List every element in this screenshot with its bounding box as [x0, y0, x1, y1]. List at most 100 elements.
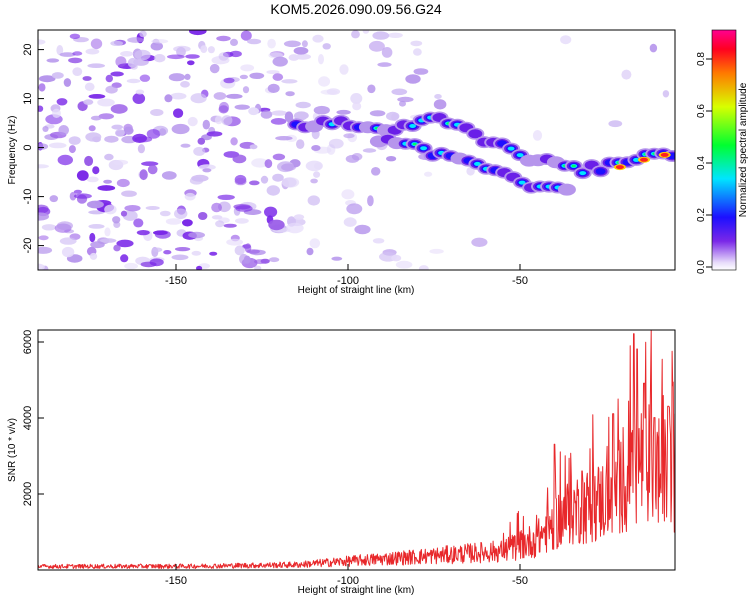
ridge-blob-176 — [518, 180, 526, 185]
noise-blob-300 — [246, 249, 260, 254]
noise-blob-114 — [89, 252, 98, 260]
noise-blob-132 — [230, 38, 238, 47]
noise-blob-4 — [230, 137, 238, 146]
noise-blob-67 — [410, 40, 423, 47]
colorbar-label: Normalized spectral amplitude — [738, 82, 749, 217]
y-tick-label-top-4: -20 — [22, 238, 34, 254]
noise-blob-155 — [58, 125, 69, 136]
noise-blob-180 — [217, 194, 235, 200]
spectrogram-x-axis: -150 -100 -50 Height of straight line (k… — [165, 264, 528, 296]
noise-blob-346 — [187, 116, 198, 127]
noise-blob-136 — [139, 74, 151, 82]
noise-blob-91 — [68, 145, 76, 154]
noise-blob-387 — [218, 52, 229, 61]
noise-blob-68 — [293, 47, 309, 55]
noise-blob-229 — [221, 115, 233, 126]
hot-spot-0-1 — [615, 165, 624, 170]
noise-blob-107 — [307, 195, 320, 206]
noise-blob-22 — [85, 48, 100, 55]
noise-blob-295 — [48, 142, 67, 149]
colorbar-tick-label-4: 0.8 — [696, 52, 707, 66]
noise-blob-388 — [272, 73, 284, 81]
noise-blob-347 — [164, 94, 173, 103]
noise-blob-379 — [267, 38, 276, 49]
noise-blob-280 — [196, 265, 203, 270]
noise-blob-253 — [113, 244, 121, 252]
y-tick-label-top-2: 0 — [22, 145, 34, 151]
noise-blob-261 — [313, 105, 330, 115]
noise-blob-131 — [153, 230, 168, 235]
noise-blob-316 — [159, 210, 171, 217]
noise-blob-80 — [49, 195, 58, 203]
noise-blob-188 — [46, 58, 60, 63]
noise-blob-306 — [249, 72, 265, 80]
noise-blob-82 — [387, 32, 403, 38]
noise-blob-390 — [68, 57, 83, 64]
noise-blob-79 — [191, 250, 202, 256]
noise-blob-302 — [69, 33, 81, 39]
noise-blob-358 — [249, 144, 258, 150]
noise-blob-99 — [103, 179, 112, 184]
noise-blob-289 — [343, 217, 357, 227]
noise-blob-206 — [326, 88, 341, 95]
noise-blob-237 — [82, 76, 92, 81]
noise-blob-27 — [182, 219, 193, 227]
noise-blob-236 — [362, 148, 377, 153]
noise-blob-287 — [386, 111, 400, 121]
noise-blob-326 — [211, 215, 223, 220]
ridge-blob-110 — [633, 157, 640, 162]
noise-blob-48 — [272, 173, 284, 182]
noise-blob-90 — [189, 30, 207, 36]
noise-blob-260 — [51, 72, 64, 79]
noise-blob-226 — [38, 75, 56, 83]
noise-blob-164 — [264, 159, 273, 169]
noise-blob-320 — [115, 129, 125, 137]
noise-blob-74 — [56, 45, 64, 56]
noise-blob-221 — [83, 99, 94, 105]
noise-blob-277 — [260, 258, 270, 264]
noise-blob-271 — [318, 76, 331, 87]
noise-blob-336 — [52, 108, 61, 119]
noise-blob-101 — [104, 135, 119, 143]
noise-blob-7 — [168, 73, 185, 82]
ridge-blob-33 — [409, 124, 416, 128]
noise-blob-384 — [266, 185, 280, 196]
noise-blob-166 — [38, 235, 49, 241]
noise-blob-375 — [202, 119, 210, 130]
noise-blob-245 — [139, 30, 147, 38]
noise-blob-209 — [132, 93, 146, 104]
noise-blob-103 — [313, 171, 321, 178]
noise-blob-385 — [285, 91, 295, 97]
snr-y-axis: 2000 4000 6000 SNR (10 * v/v) — [7, 330, 44, 506]
noise-blob-299 — [367, 84, 376, 94]
noise-blob-327 — [418, 265, 429, 270]
noise-blob-64 — [98, 113, 115, 120]
noise-blob-174 — [268, 257, 280, 263]
noise-blob-230 — [180, 143, 191, 148]
noise-blob-191 — [240, 64, 255, 72]
noise-blob-238 — [187, 60, 195, 66]
noise-blob-146 — [189, 176, 204, 185]
noise-blob-360 — [134, 49, 151, 61]
noise-blob-251 — [173, 108, 184, 118]
noise-blob-178 — [152, 247, 163, 253]
noise-blob-324 — [124, 205, 141, 212]
noise-blob-338 — [243, 255, 251, 264]
noise-blob-10 — [399, 100, 406, 107]
y-tick-label-top-0: 20 — [22, 43, 34, 55]
noise-blob-381 — [61, 246, 75, 258]
colorbar-tick-label-3: 0.6 — [696, 104, 707, 118]
spectrogram-frame — [37, 29, 676, 271]
noise-blob-343 — [207, 46, 215, 54]
noise-blob-87 — [424, 171, 433, 177]
snr-series-line — [38, 330, 675, 569]
noise-blob-304 — [86, 200, 104, 209]
noise-blob-370 — [150, 109, 164, 116]
noise-blob-137 — [56, 98, 68, 106]
noise-blob-199 — [560, 35, 572, 45]
noise-blob-250 — [351, 30, 360, 39]
noise-blob-355 — [171, 254, 189, 261]
noise-blob-88 — [371, 167, 381, 176]
noise-blob-115 — [110, 104, 128, 114]
ridge-blob-95 — [595, 168, 606, 175]
